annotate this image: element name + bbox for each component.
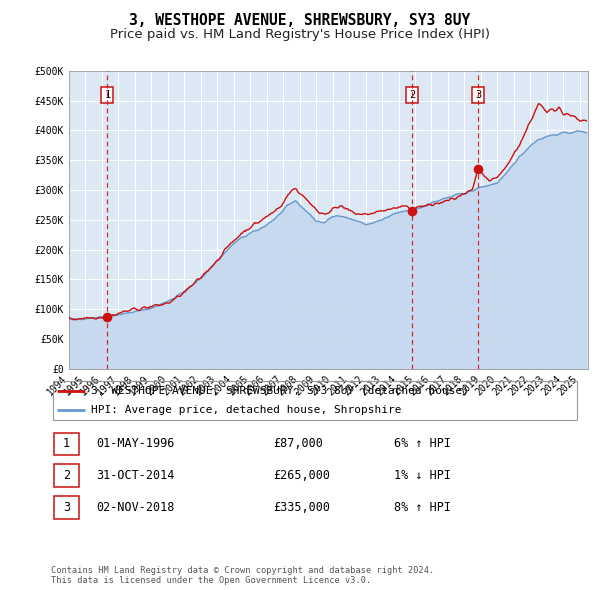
Text: HPI: Average price, detached house, Shropshire: HPI: Average price, detached house, Shro…: [91, 405, 401, 415]
Text: 31-OCT-2014: 31-OCT-2014: [96, 468, 174, 481]
Text: 8% ↑ HPI: 8% ↑ HPI: [394, 500, 451, 513]
Text: 3, WESTHOPE AVENUE, SHREWSBURY, SY3 8UY: 3, WESTHOPE AVENUE, SHREWSBURY, SY3 8UY: [130, 13, 470, 28]
Text: 3, WESTHOPE AVENUE, SHREWSBURY, SY3 8UY (detached house): 3, WESTHOPE AVENUE, SHREWSBURY, SY3 8UY …: [91, 386, 469, 396]
Bar: [53, 464, 79, 487]
Text: £335,000: £335,000: [273, 500, 330, 513]
Text: Price paid vs. HM Land Registry's House Price Index (HPI): Price paid vs. HM Land Registry's House …: [110, 28, 490, 41]
Text: £87,000: £87,000: [273, 437, 323, 450]
Text: 2: 2: [409, 90, 415, 100]
Text: 01-MAY-1996: 01-MAY-1996: [96, 437, 174, 450]
Bar: [53, 432, 79, 455]
Text: 1% ↓ HPI: 1% ↓ HPI: [394, 468, 451, 481]
Text: Contains HM Land Registry data © Crown copyright and database right 2024.
This d: Contains HM Land Registry data © Crown c…: [51, 566, 434, 585]
Text: £265,000: £265,000: [273, 468, 330, 481]
Text: 2: 2: [63, 468, 70, 481]
Text: 02-NOV-2018: 02-NOV-2018: [96, 500, 174, 513]
Text: 1: 1: [104, 90, 110, 100]
Text: 1: 1: [63, 437, 70, 450]
Text: 3: 3: [475, 90, 481, 100]
Bar: [53, 496, 79, 519]
Text: 6% ↑ HPI: 6% ↑ HPI: [394, 437, 451, 450]
Text: 3: 3: [63, 500, 70, 513]
